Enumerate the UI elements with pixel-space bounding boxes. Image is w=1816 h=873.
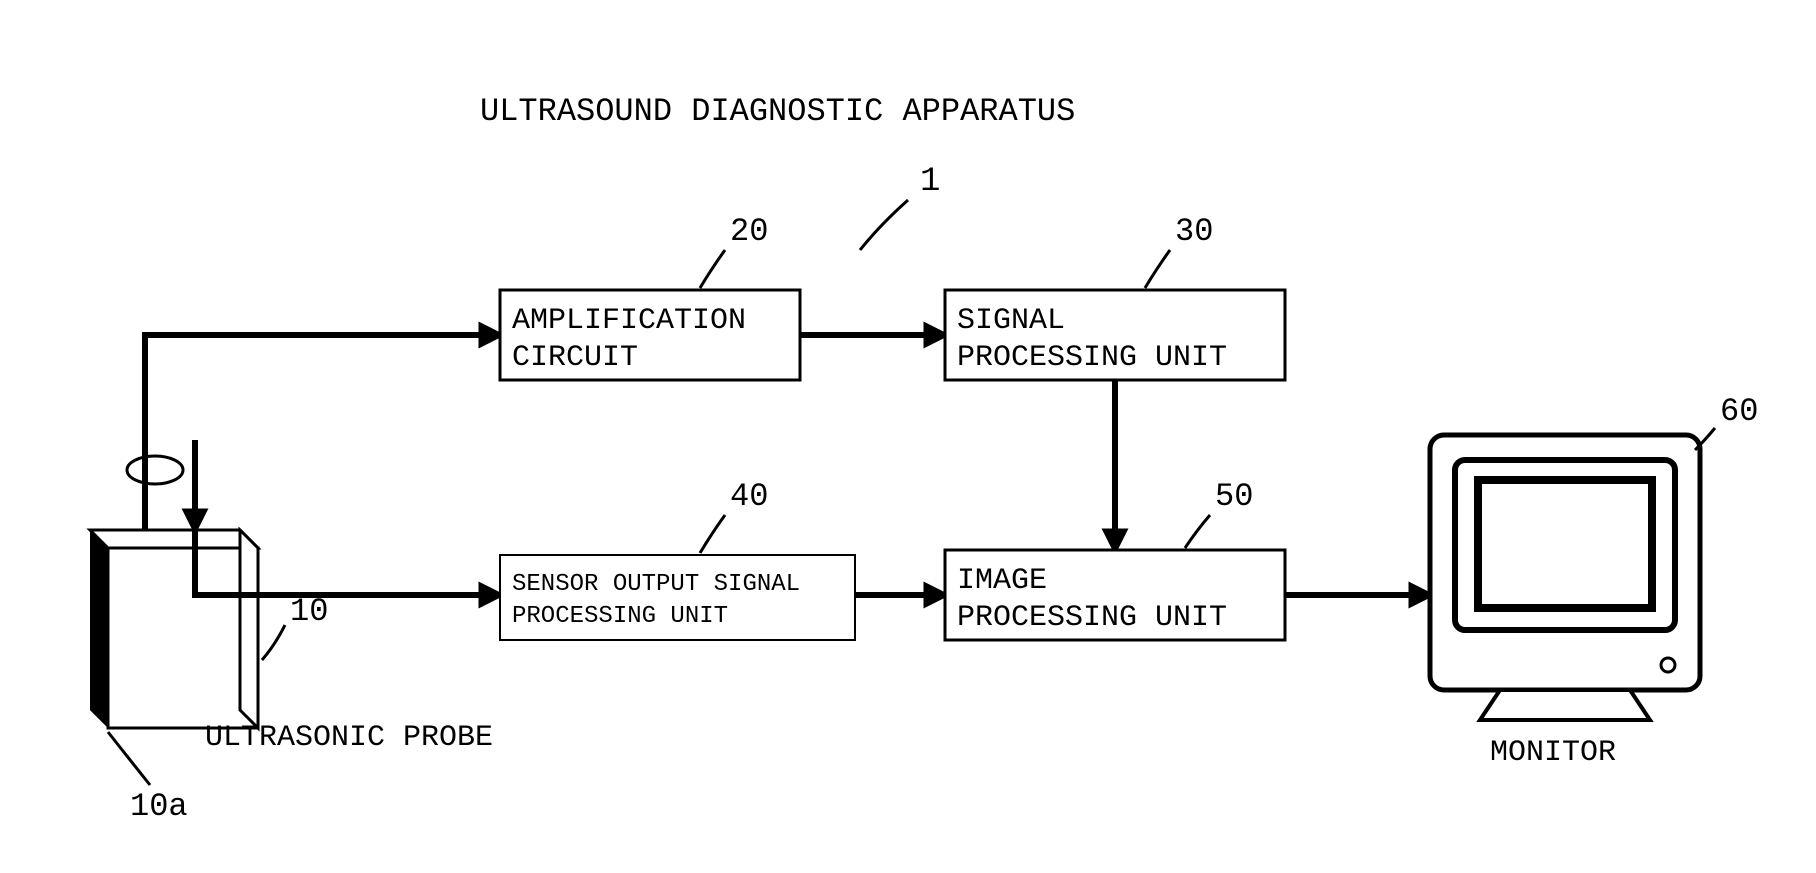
monitor [1430, 435, 1700, 720]
probe-face-ref-leader [108, 732, 150, 785]
sensor-ref: 40 [730, 478, 768, 515]
image-ref: 50 [1215, 478, 1253, 515]
sig-ref: 30 [1175, 213, 1213, 250]
amp-line1: AMPLIFICATION [512, 304, 746, 338]
image-ref-leader [1185, 515, 1210, 548]
title-ref: 1 [920, 163, 940, 201]
diagram-title: ULTRASOUND DIAGNOSTIC APPARATUS [480, 93, 1075, 130]
image-line1: IMAGE [957, 564, 1047, 598]
title-ref-leader [860, 200, 908, 250]
sensor-line2: PROCESSING UNIT [512, 603, 728, 630]
probe-label: ULTRASONIC PROBE [205, 721, 493, 755]
sensor-line1: SENSOR OUTPUT SIGNAL [512, 571, 800, 598]
probe-ref-leader [262, 625, 285, 660]
sig-line2: PROCESSING UNIT [957, 341, 1227, 375]
amp-line2: CIRCUIT [512, 341, 638, 375]
probe-ref: 10 [290, 593, 328, 630]
probe-face-ref: 10a [130, 788, 188, 825]
monitor-ref: 60 [1720, 393, 1758, 430]
monitor-label: MONITOR [1490, 736, 1616, 770]
ultrasonic-probe [90, 530, 258, 728]
image-line2: PROCESSING UNIT [957, 601, 1227, 635]
sensor-ref-leader [700, 515, 725, 553]
sig-ref-leader [1145, 250, 1170, 288]
sig-line1: SIGNAL [957, 304, 1065, 338]
amp-ref-leader [700, 250, 725, 288]
amp-ref: 20 [730, 213, 768, 250]
diagram-canvas: ULTRASOUND DIAGNOSTIC APPARATUS 1 10 10a… [0, 0, 1816, 873]
